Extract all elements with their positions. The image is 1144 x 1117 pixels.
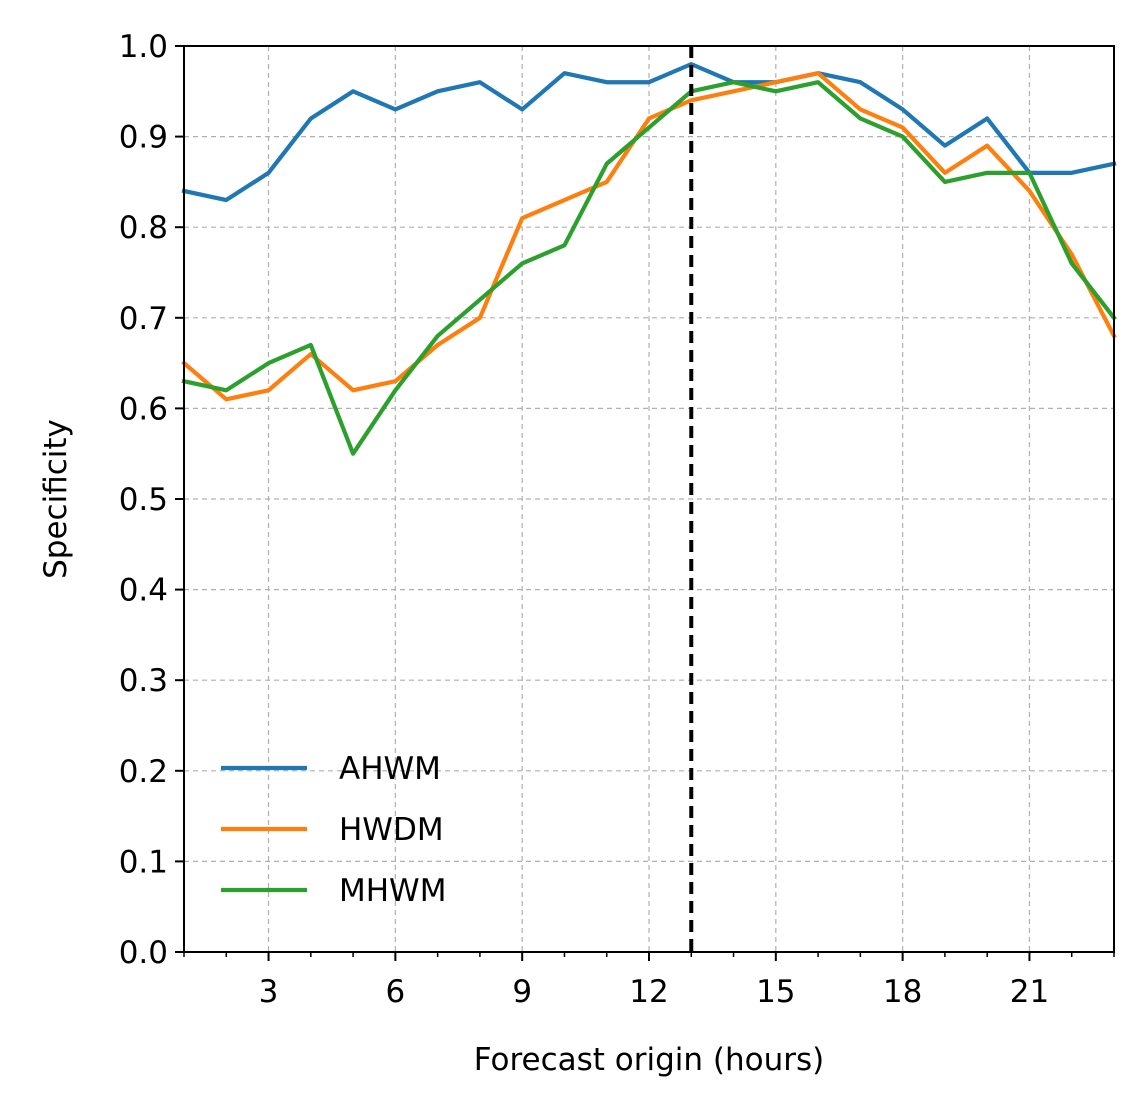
x-tick-label: 21	[1010, 974, 1049, 1010]
y-tick-label: 0.7	[119, 301, 168, 337]
x-tick-label: 15	[756, 974, 795, 1010]
y-tick-label: 0.1	[119, 844, 168, 880]
y-tick-label: 0.0	[119, 935, 168, 971]
series-line-ahwm	[181, 62, 1117, 203]
x-tick-label: 3	[259, 974, 279, 1010]
y-tick-label: 0.5	[119, 482, 168, 518]
x-tick-label: 12	[629, 974, 668, 1010]
x-tick-label: 6	[385, 974, 405, 1010]
series-lines	[181, 62, 1117, 456]
y-tick-label: 0.8	[119, 210, 168, 246]
x-tick-label: 18	[883, 974, 922, 1010]
y-tick-label: 0.2	[119, 754, 168, 790]
y-tick-label: 0.9	[119, 120, 168, 156]
series-line-hwdm	[181, 71, 1117, 402]
y-tick-label: 0.4	[119, 573, 168, 609]
legend-label-ahwm: AHWM	[339, 751, 441, 787]
y-axis-label: Specificity	[38, 419, 74, 579]
legend-label-mhwm: MHWM	[339, 873, 446, 909]
axis-ticks: 0.0 0.1 0.2 0.3 0.4 0.5 0.6 0.7 0.8 0.9 1.0 3 6 9 12 15…	[119, 29, 1115, 1010]
legend: AHWM HWDM MHWM	[221, 751, 446, 909]
y-tick-label: 0.3	[119, 663, 168, 699]
grid	[184, 45, 1114, 953]
x-axis-label: Forecast origin (hours)	[474, 1042, 825, 1078]
legend-label-hwdm: HWDM	[339, 812, 444, 848]
y-tick-label: 0.6	[119, 391, 168, 427]
x-tick-label: 9	[512, 974, 532, 1010]
y-tick-label: 1.0	[119, 29, 168, 65]
series-line-mhwm	[181, 80, 1117, 456]
